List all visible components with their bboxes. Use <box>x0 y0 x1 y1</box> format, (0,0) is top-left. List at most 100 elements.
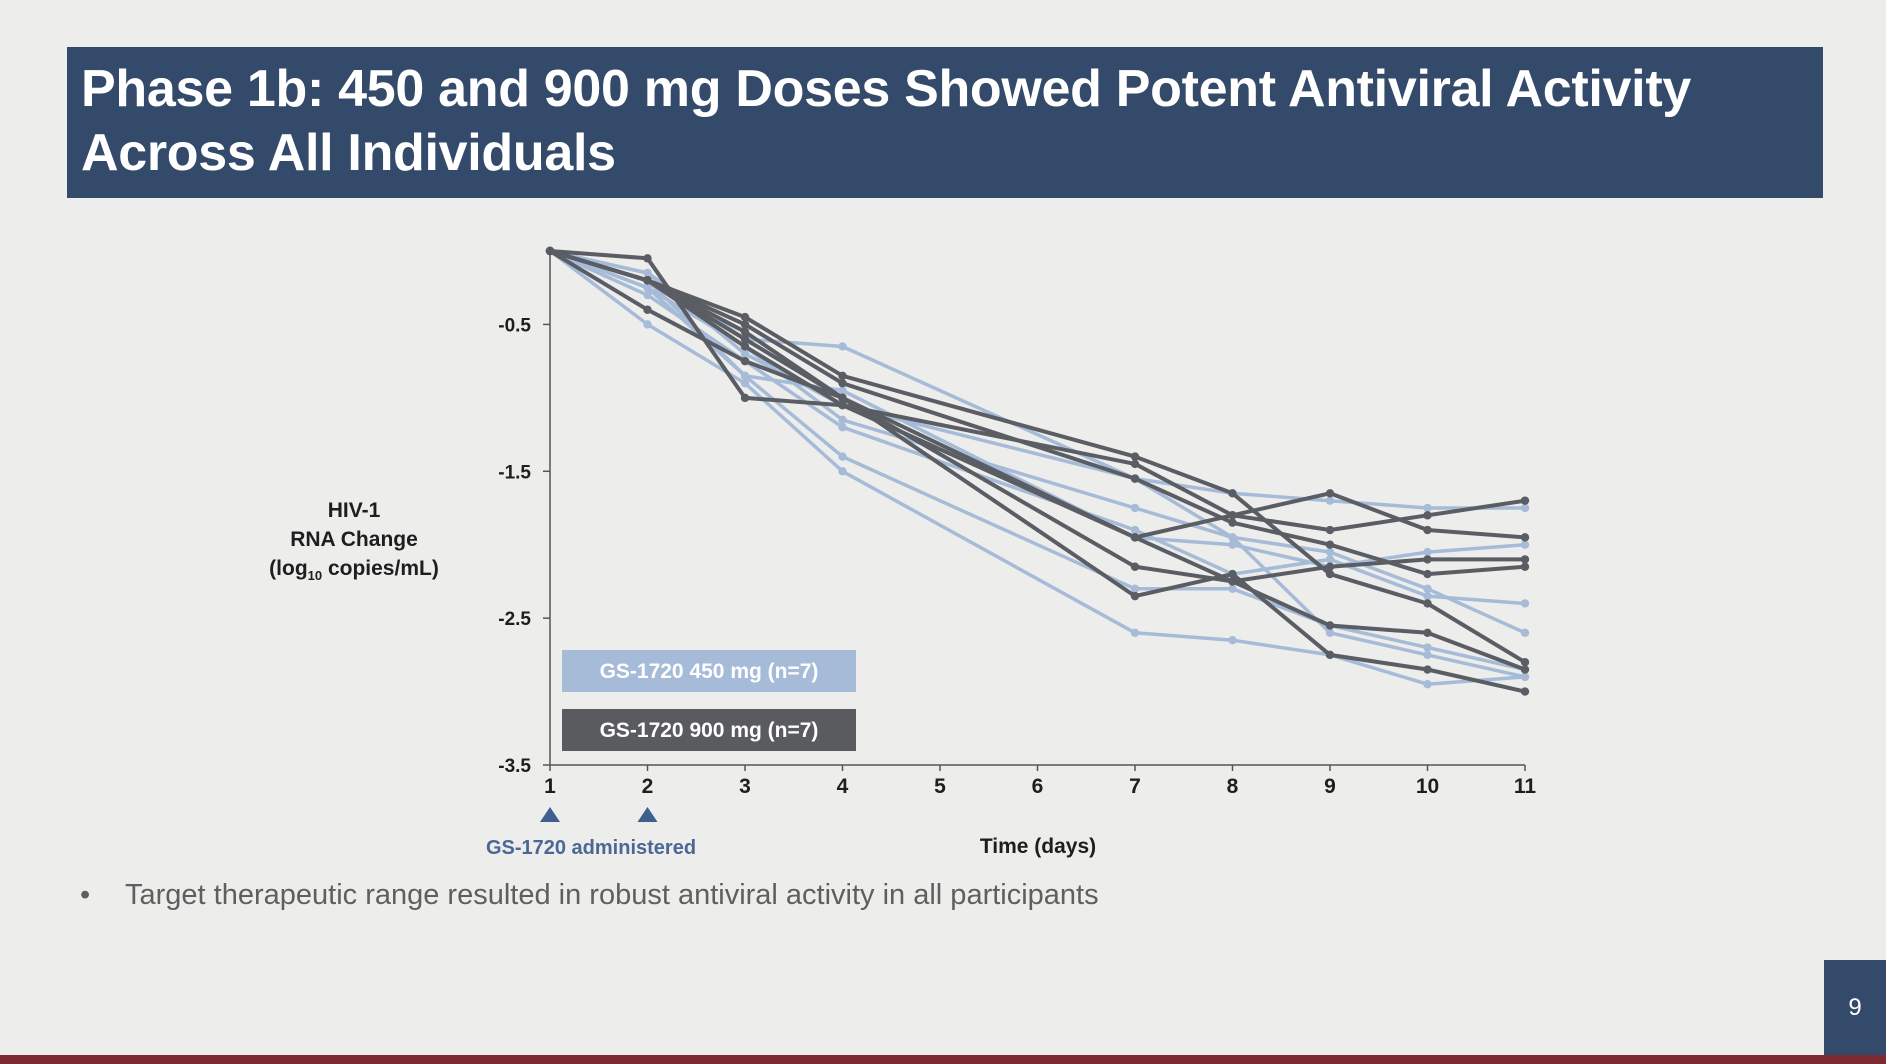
legend-label-450: GS-1720 450 mg (n=7) <box>600 660 819 683</box>
data-point-900 <box>1228 489 1237 498</box>
data-point-900 <box>1130 591 1140 601</box>
data-point-450 <box>1520 540 1530 549</box>
legend-label-900: GS-1720 900 mg (n=7) <box>600 719 819 742</box>
data-point-450 <box>1130 584 1140 593</box>
data-point-900 <box>1325 525 1335 535</box>
data-point-900 <box>838 401 847 410</box>
data-point-900 <box>1520 658 1530 667</box>
data-point-900 <box>1423 511 1432 520</box>
data-point-900 <box>1228 511 1237 520</box>
data-point-900 <box>1520 555 1530 564</box>
data-point-900 <box>1130 452 1140 461</box>
data-point-900 <box>643 254 652 263</box>
data-point-900 <box>1423 525 1432 535</box>
data-point-900 <box>740 342 750 351</box>
bullet-item: • Target therapeutic range resulted in ro… <box>80 879 1099 912</box>
data-point-450 <box>1423 643 1432 652</box>
data-point-900 <box>740 356 750 366</box>
x-tick-label: 2 <box>642 775 654 798</box>
data-point-450 <box>1423 591 1432 601</box>
y-tick-label: -0.5 <box>498 315 531 336</box>
data-point-900 <box>1325 650 1335 660</box>
data-point-450 <box>1130 525 1140 535</box>
y-tick-label: -1.5 <box>498 462 531 483</box>
data-point-450 <box>1130 503 1140 513</box>
axes-layer <box>540 248 1526 822</box>
series-layer <box>545 246 1530 696</box>
data-point-900 <box>1423 555 1432 564</box>
data-point-900 <box>740 327 750 336</box>
data-point-450 <box>1228 540 1237 549</box>
data-point-900 <box>1423 628 1432 638</box>
data-point-900 <box>1325 569 1335 579</box>
x-tick-label: 4 <box>837 775 849 798</box>
x-axis-title: Time (days) <box>980 835 1096 858</box>
data-point-450 <box>1520 628 1530 638</box>
data-point-900 <box>740 320 750 329</box>
y-tick-label: -2.5 <box>498 609 531 630</box>
data-point-900 <box>643 305 652 314</box>
data-point-900 <box>1130 474 1140 483</box>
data-point-900 <box>1423 569 1432 579</box>
page-number: 9 <box>1824 960 1886 1056</box>
data-point-900 <box>838 378 847 388</box>
title-bar: Phase 1b: 450 and 900 mg Doses Showed Po… <box>67 47 1823 198</box>
data-point-900 <box>1228 577 1237 586</box>
data-point-900 <box>838 393 847 403</box>
data-point-450 <box>1228 533 1237 542</box>
data-point-450 <box>838 452 847 461</box>
dose-triangle-icon <box>637 807 658 822</box>
legend-box-450 <box>562 650 856 692</box>
data-point-450 <box>1228 584 1237 593</box>
data-point-450 <box>643 283 652 292</box>
data-point-450 <box>1423 680 1432 689</box>
x-tick-label: 11 <box>1514 775 1537 798</box>
data-point-450 <box>1325 555 1335 564</box>
x-tick-label: 3 <box>739 775 751 798</box>
legend-layer: GS-1720 450 mg (n=7) GS-1720 900 mg (n=7) <box>562 650 856 751</box>
data-point-900 <box>1520 562 1530 571</box>
x-tick-label: 8 <box>1227 775 1239 798</box>
data-point-450 <box>1423 503 1432 513</box>
data-point-900 <box>740 334 750 344</box>
data-point-450 <box>643 290 652 300</box>
y-axis-title-line: HIV-1 <box>328 499 381 522</box>
data-point-900 <box>1423 599 1432 608</box>
data-point-450 <box>1520 599 1530 608</box>
data-point-450 <box>740 378 750 388</box>
data-point-450 <box>1423 650 1432 660</box>
bullet-dot-icon: • <box>80 879 91 911</box>
data-point-900 <box>1130 562 1140 571</box>
data-point-450 <box>838 386 847 395</box>
data-point-450 <box>838 342 847 351</box>
data-point-900 <box>1228 569 1237 579</box>
dose-annotation: GS-1720 administered <box>486 837 696 859</box>
data-point-900 <box>1325 562 1335 571</box>
data-point-900 <box>1520 665 1530 674</box>
data-point-450 <box>1423 547 1432 557</box>
x-tick-label: 7 <box>1129 775 1141 798</box>
x-tick-label: 6 <box>1032 775 1044 798</box>
data-point-450 <box>740 349 750 358</box>
data-point-450 <box>1228 635 1237 645</box>
data-point-900 <box>643 276 652 285</box>
data-point-450 <box>1325 628 1335 638</box>
data-point-450 <box>838 467 847 476</box>
data-point-450 <box>1130 628 1140 638</box>
data-point-450 <box>1423 584 1432 593</box>
bullet-text: Target therapeutic range resulted in rob… <box>125 879 1099 911</box>
data-point-450 <box>1325 547 1335 557</box>
data-point-900 <box>740 393 750 403</box>
data-point-900 <box>1520 496 1530 505</box>
x-tick-label: 9 <box>1324 775 1336 798</box>
bottom-accent-bar <box>0 1055 1886 1064</box>
series-line-450 <box>549 249 1525 510</box>
data-point-900 <box>838 371 847 381</box>
data-point-450 <box>1520 672 1530 682</box>
x-tick-label: 10 <box>1416 775 1439 798</box>
y-axis-title-line: RNA Change <box>290 528 418 551</box>
data-point-900 <box>1325 540 1335 549</box>
label-layer: -0.5 -1.5 -2.5 -3.5 1 2 3 4 5 6 7 8 9 10 11 GS-1720 adm… <box>269 315 1536 859</box>
data-point-450 <box>643 320 652 329</box>
y-tick-label: -3.5 <box>498 756 531 777</box>
